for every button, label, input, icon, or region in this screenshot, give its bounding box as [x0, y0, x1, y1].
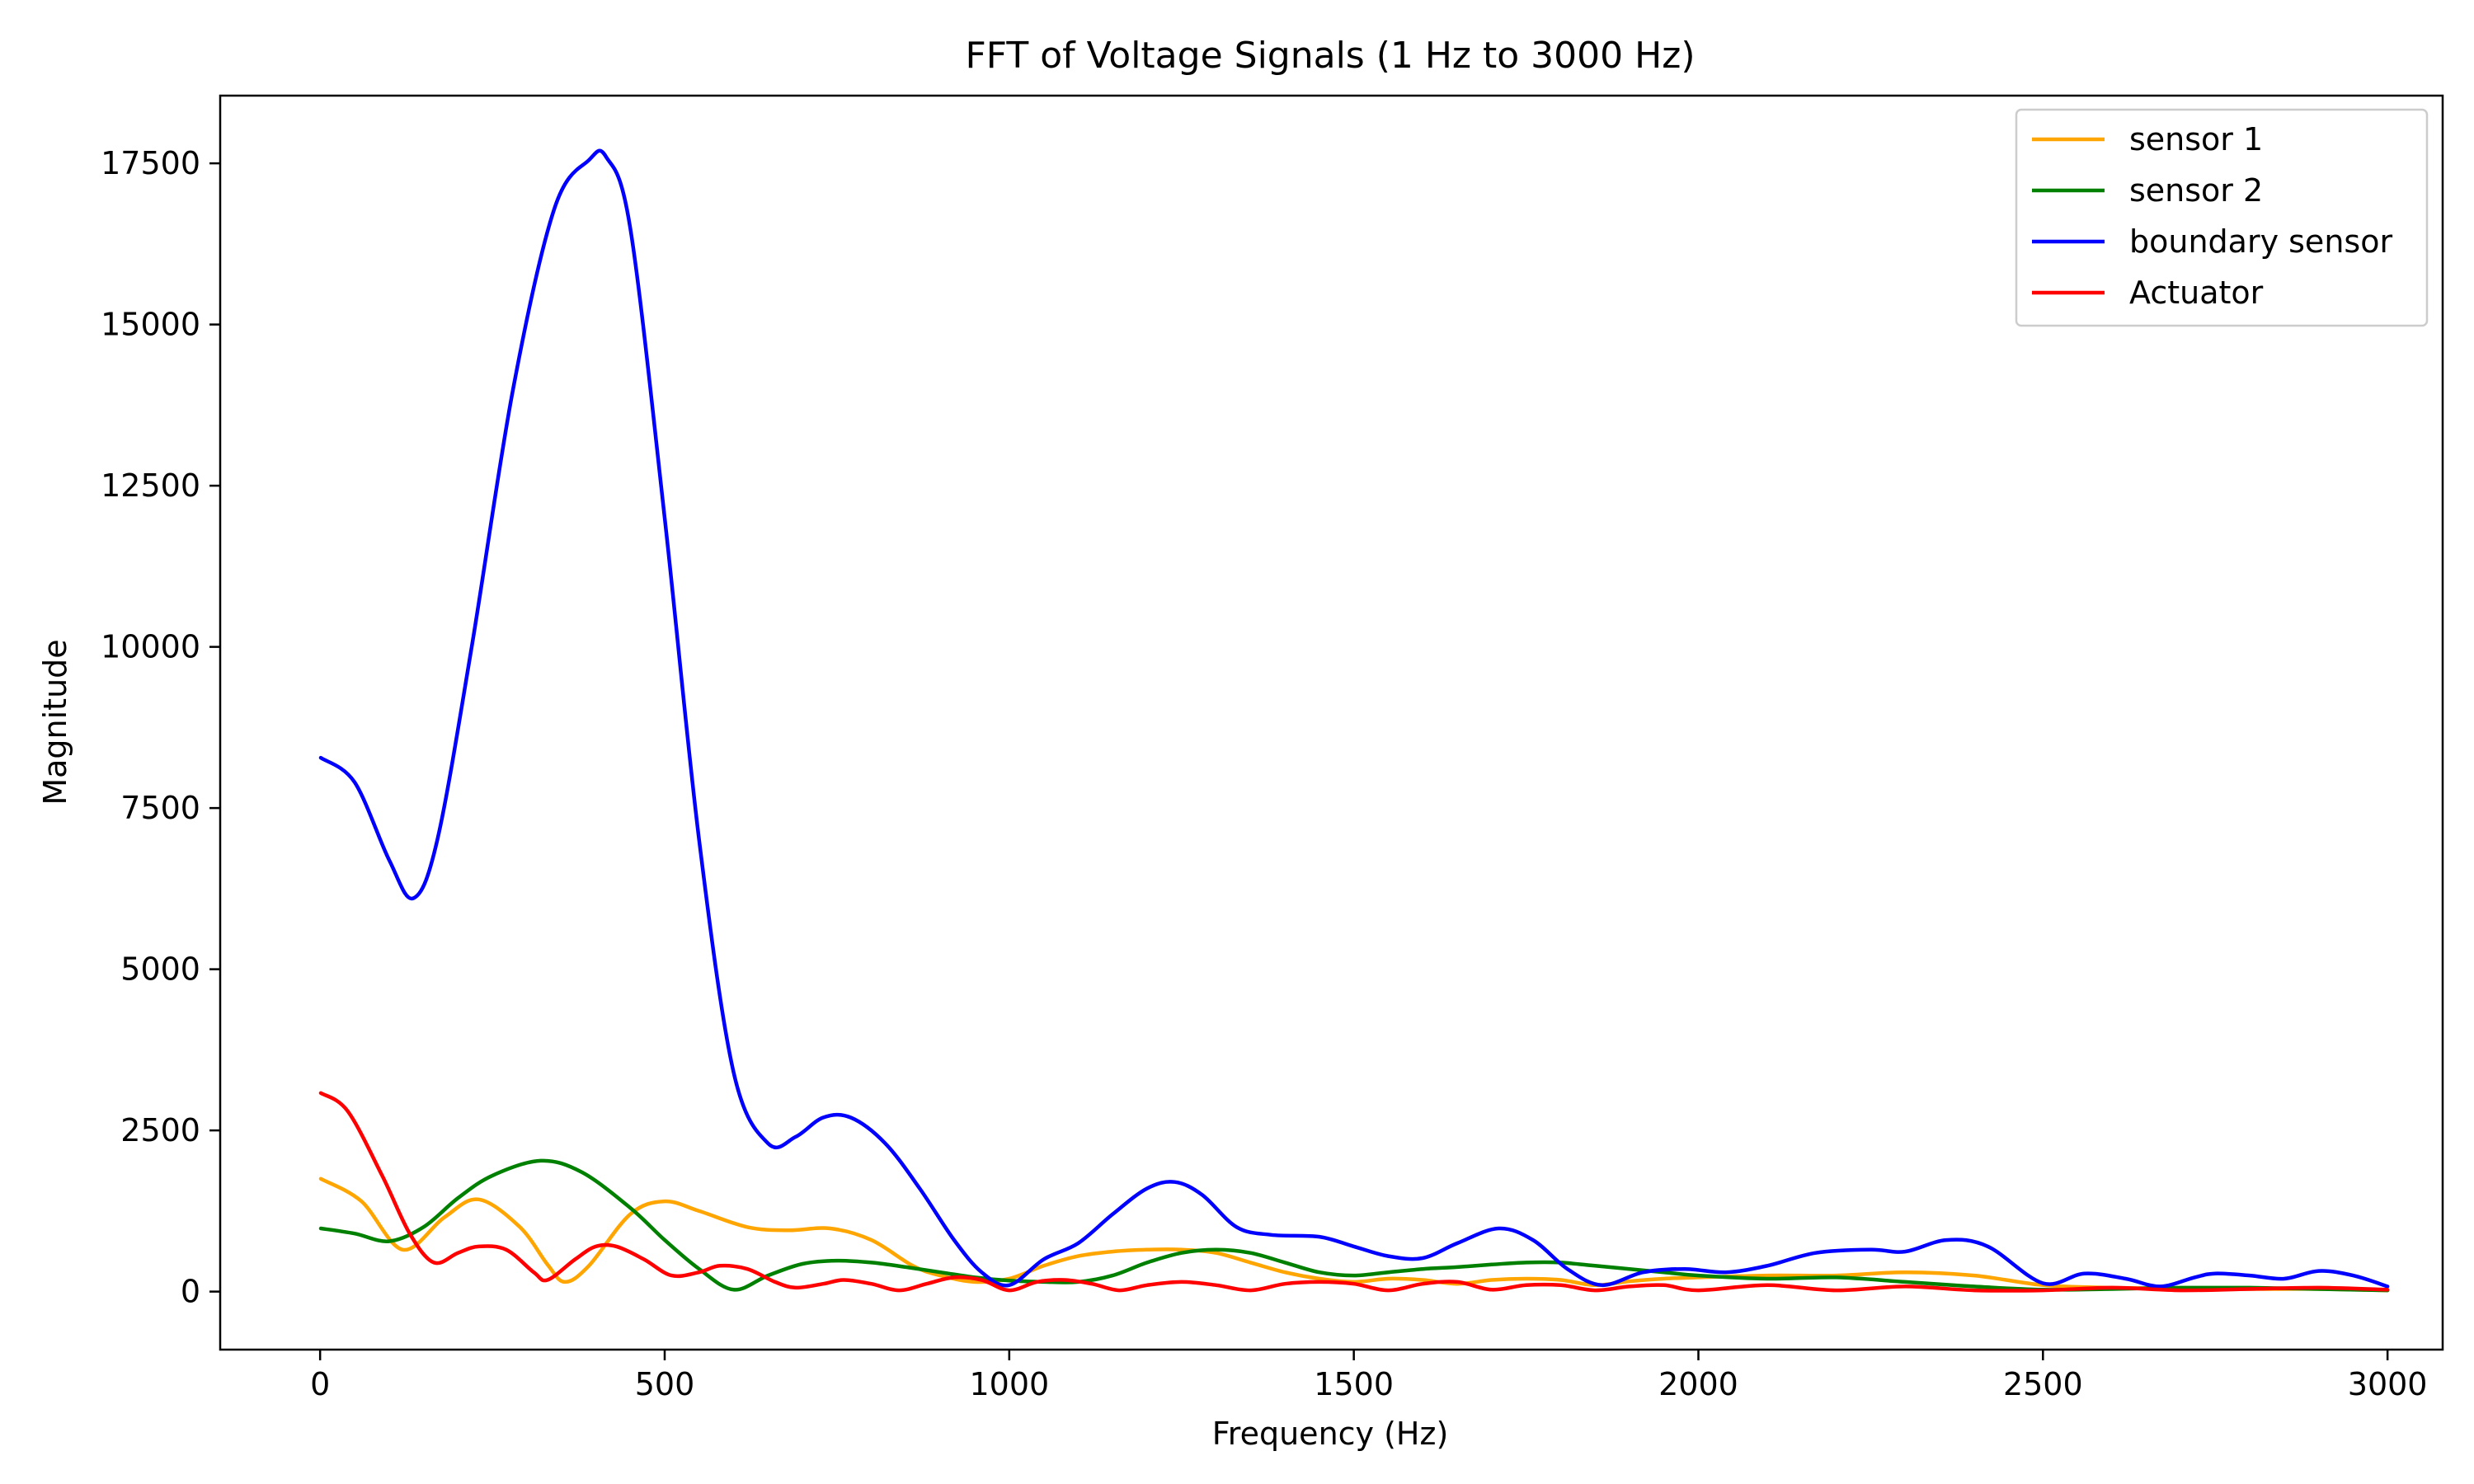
y-axis-label: Magnitude — [37, 639, 73, 805]
series-layer — [318, 148, 2390, 1293]
legend-label-3: boundary sensor — [2129, 223, 2392, 260]
x-tick-label: 0 — [310, 1366, 330, 1402]
series-line-3 — [318, 148, 2390, 1289]
legend-label-2: sensor 2 — [2129, 172, 2263, 209]
x-axis-label: Frequency (Hz) — [1212, 1416, 1449, 1452]
x-tick-label: 2000 — [1658, 1366, 1738, 1402]
legend-frame — [2015, 108, 2429, 327]
y-axis-ticks: 0 2500 5000 7500 10000 12500 15000 17500 — [101, 145, 220, 1310]
chart-title: FFT of Voltage Signals (1 Hz to 3000 Hz) — [966, 35, 1696, 77]
series-line-2 — [318, 1158, 2390, 1293]
series-line-4 — [318, 1091, 2390, 1293]
y-tick-label: 10000 — [101, 629, 200, 665]
y-tick-label: 7500 — [120, 790, 200, 826]
y-tick-label: 12500 — [101, 467, 200, 504]
series-line-1 — [318, 1176, 2390, 1293]
y-tick-label: 5000 — [120, 951, 200, 988]
legend-label-4: Actuator — [2129, 275, 2264, 311]
x-tick-label: 1500 — [1314, 1366, 1394, 1402]
y-tick-label: 15000 — [101, 307, 200, 343]
y-tick-label: 17500 — [101, 145, 200, 181]
plot-frame — [219, 94, 2444, 1351]
legend: sensor 1 sensor 2 boundary sensor Actuator — [2015, 108, 2429, 327]
legend-label-1: sensor 1 — [2129, 121, 2263, 157]
x-tick-label: 1000 — [969, 1366, 1049, 1402]
x-tick-label: 2500 — [2003, 1366, 2083, 1402]
y-tick-label: 2500 — [120, 1112, 200, 1148]
x-axis-ticks: 0 500 1000 1500 2000 2500 3000 — [310, 1350, 2428, 1402]
y-tick-label: 0 — [181, 1274, 200, 1310]
x-tick-label: 3000 — [2348, 1366, 2428, 1402]
legend-entries: sensor 1 sensor 2 boundary sensor Actuator — [2032, 121, 2392, 311]
x-tick-label: 500 — [635, 1366, 695, 1402]
